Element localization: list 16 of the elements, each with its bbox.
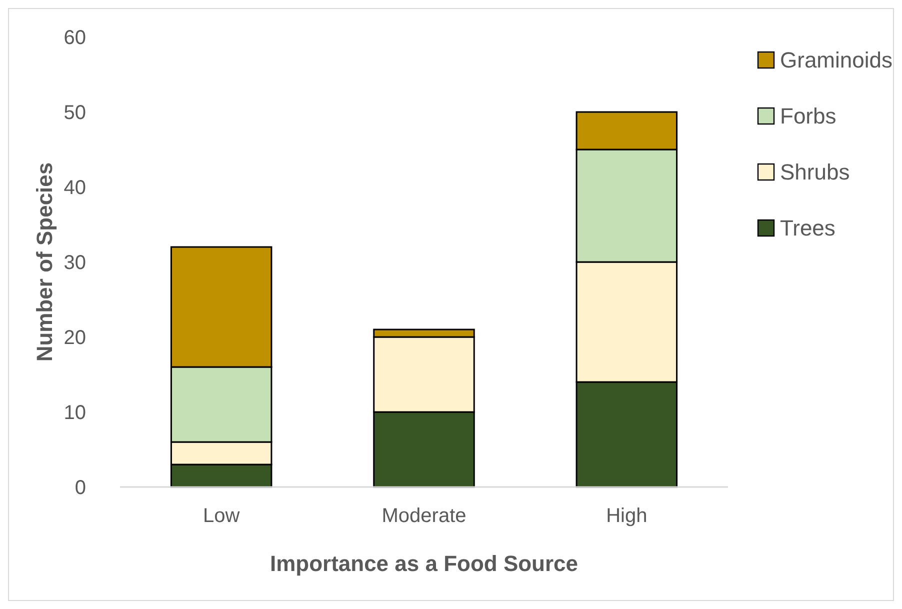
x-axis-title: Importance as a Food Source [270, 551, 578, 576]
legend-label: Forbs [780, 104, 836, 129]
y-tick-label: 10 [64, 402, 86, 424]
y-axis-title: Number of Species [32, 162, 57, 362]
y-tick-label: 30 [64, 252, 86, 274]
y-tick-label: 0 [74, 477, 86, 499]
y-tick-label: 20 [64, 327, 86, 349]
y-tick-label: 40 [64, 177, 86, 199]
y-tick-label: 50 [64, 102, 86, 124]
legend-label: Shrubs [780, 160, 850, 185]
y-tick-label: 60 [64, 27, 86, 49]
x-tick-label: Moderate [382, 505, 466, 527]
x-tick-label: High [606, 505, 648, 527]
x-tick-label: Low [202, 505, 240, 527]
legend-label: Graminoids [780, 48, 892, 73]
legend-label: Trees [780, 216, 836, 241]
